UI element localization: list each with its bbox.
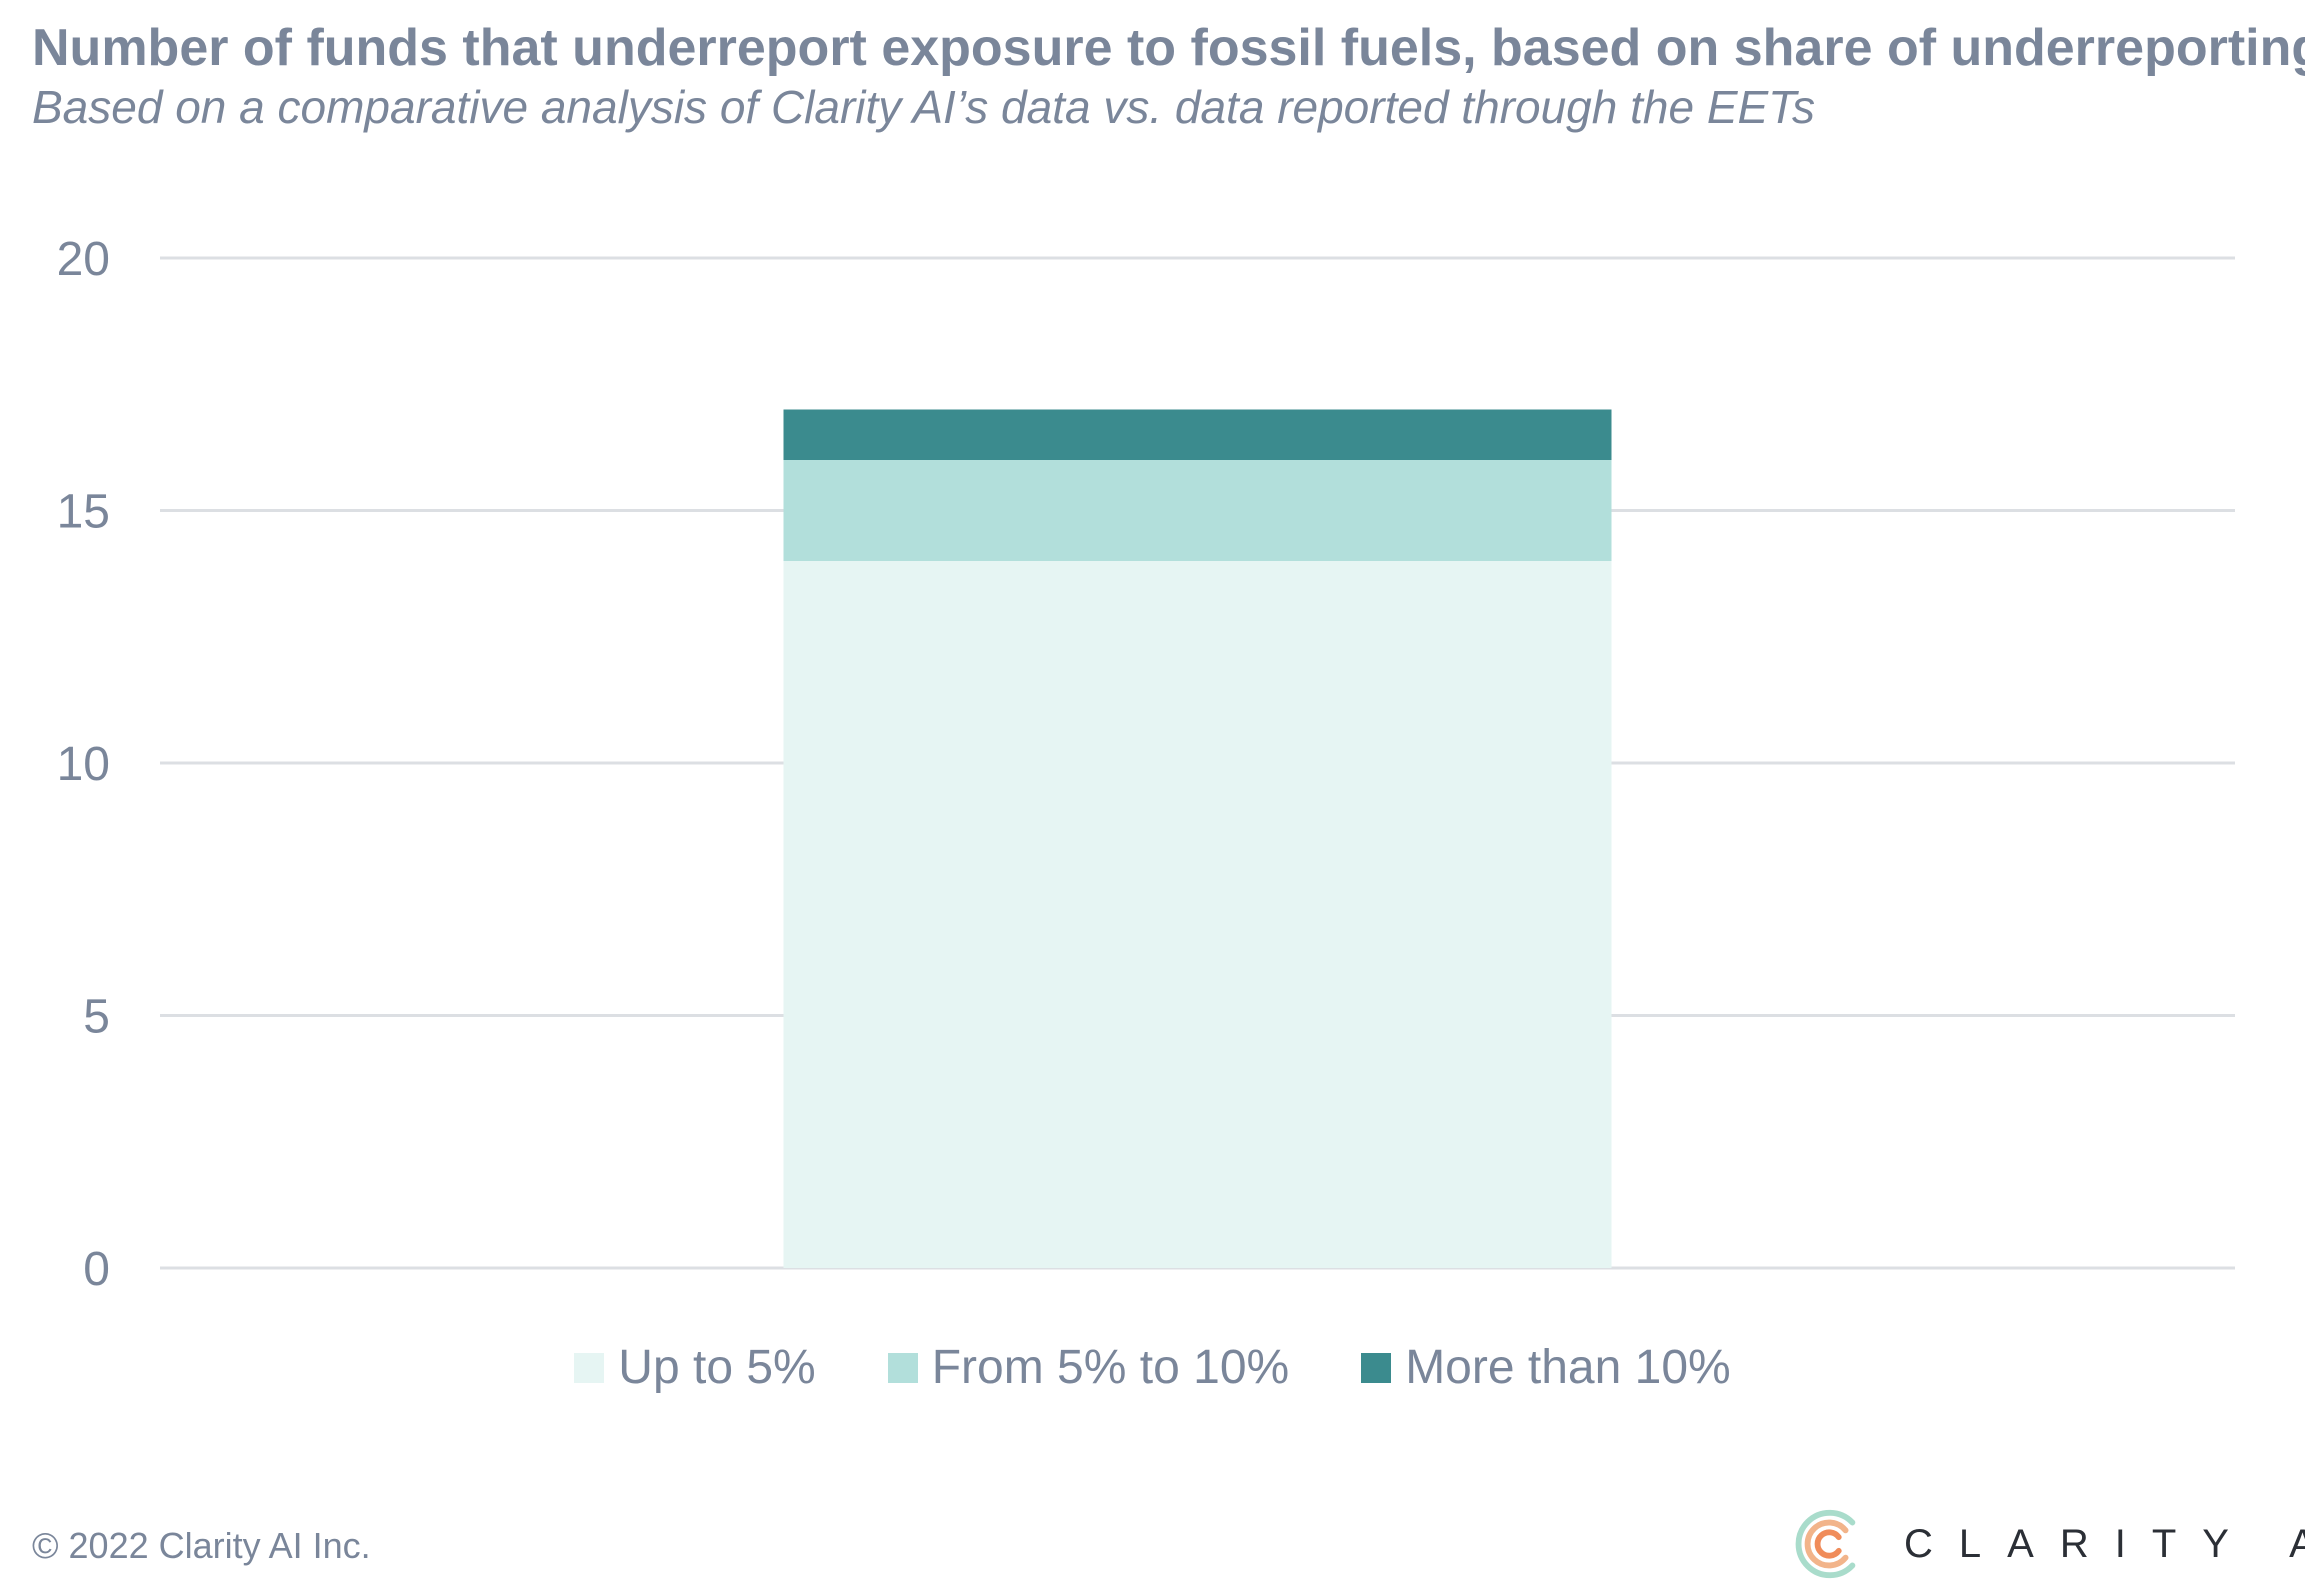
brand-logo: CLARITY AI: [1790, 1505, 2305, 1583]
chart-legend: Up to 5% From 5% to 10% More than 10%: [0, 1340, 2305, 1395]
bar-segment-up-to-5: [783, 561, 1612, 1268]
y-axis-ticks: 0 5 10 15 20: [57, 233, 110, 1296]
legend-label-5-to-10: From 5% to 10%: [931, 1341, 1290, 1394]
legend-label-up-to-5: Up to 5%: [618, 1341, 816, 1394]
chart-subtitle: Based on a comparative analysis of Clari…: [32, 81, 1816, 133]
legend-item-more-than-10: More than 10%: [1361, 1340, 1731, 1395]
legend-label-more-than-10: More than 10%: [1405, 1341, 1731, 1394]
chart-title: Number of funds that underreport exposur…: [32, 19, 2305, 77]
y-tick-label: 5: [83, 991, 110, 1044]
y-tick-label: 15: [57, 486, 110, 539]
legend-swatch-more-than-10: [1361, 1352, 1392, 1383]
copyright-text: © 2022 Clarity AI Inc.: [32, 1525, 371, 1566]
bar-segments: [783, 409, 1612, 1268]
legend-item-up-to-5: Up to 5%: [574, 1340, 816, 1395]
y-tick-label: 20: [57, 233, 110, 286]
y-tick-label: 0: [83, 1243, 110, 1296]
brand-name: CLARITY AI: [1904, 1521, 2305, 1566]
clarity-ai-logo-icon: [1795, 1509, 1856, 1579]
legend-item-5-to-10: From 5% to 10%: [887, 1340, 1290, 1395]
y-tick-label: 10: [57, 738, 110, 791]
bar-segment-more-than-10: [783, 409, 1612, 460]
bar-segment-5-to-10: [783, 460, 1612, 561]
legend-swatch-5-to-10: [887, 1352, 918, 1383]
stacked-bar-chart: 0 5 10 15 20: [57, 233, 2235, 1296]
legend-swatch-up-to-5: [574, 1352, 605, 1383]
